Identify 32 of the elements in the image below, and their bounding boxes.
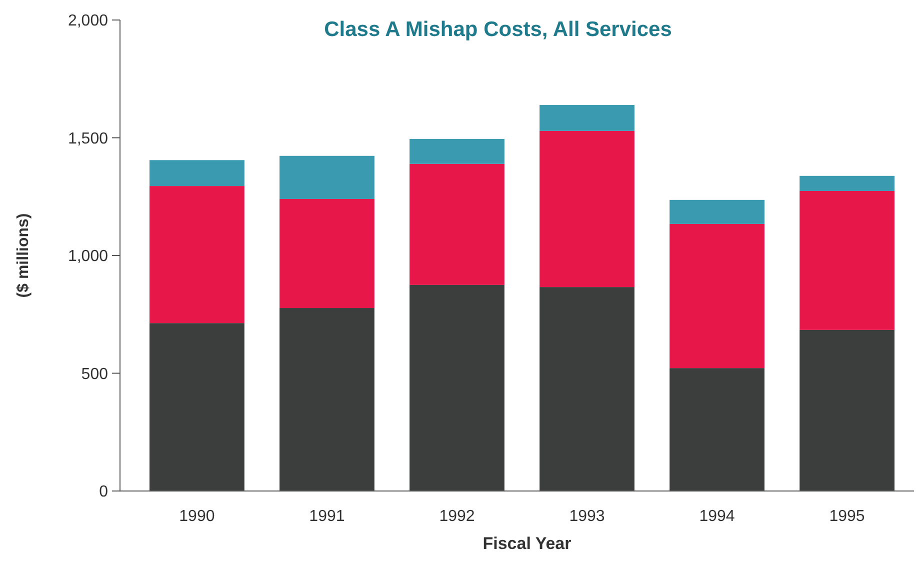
bar [540,105,634,131]
bar [150,160,244,186]
bar [280,308,374,491]
bar [800,190,894,330]
bar [670,224,764,368]
bar [670,368,764,491]
bar [280,156,374,199]
y-tick-label: 2,000 [68,12,108,30]
chart-title: Class A Mishap Costs, All Services [324,18,672,41]
y-tick-label: 500 [81,366,108,383]
y-axis-title: ($ millions) [15,213,32,298]
x-tick-label: 1994 [699,508,735,525]
bar [150,186,244,324]
bar [410,138,504,164]
x-tick-label: 1993 [569,508,605,525]
bar [800,176,894,191]
bar [670,200,764,224]
x-tick-label: 1991 [309,508,345,525]
x-tick-label: 1995 [829,508,865,525]
y-tick-label: 1,000 [68,248,108,266]
bar [540,287,634,491]
bar [280,198,374,308]
x-axis-title: Fiscal Year [482,534,572,553]
x-tick-label: 1992 [439,508,475,525]
bar [410,164,504,285]
y-tick-label: 0 [99,484,108,501]
bar [410,284,504,491]
bar [800,330,894,491]
bar [150,323,244,491]
bar [540,130,634,288]
y-tick-label: 1,500 [68,130,108,148]
x-tick-label: 1990 [179,508,215,525]
